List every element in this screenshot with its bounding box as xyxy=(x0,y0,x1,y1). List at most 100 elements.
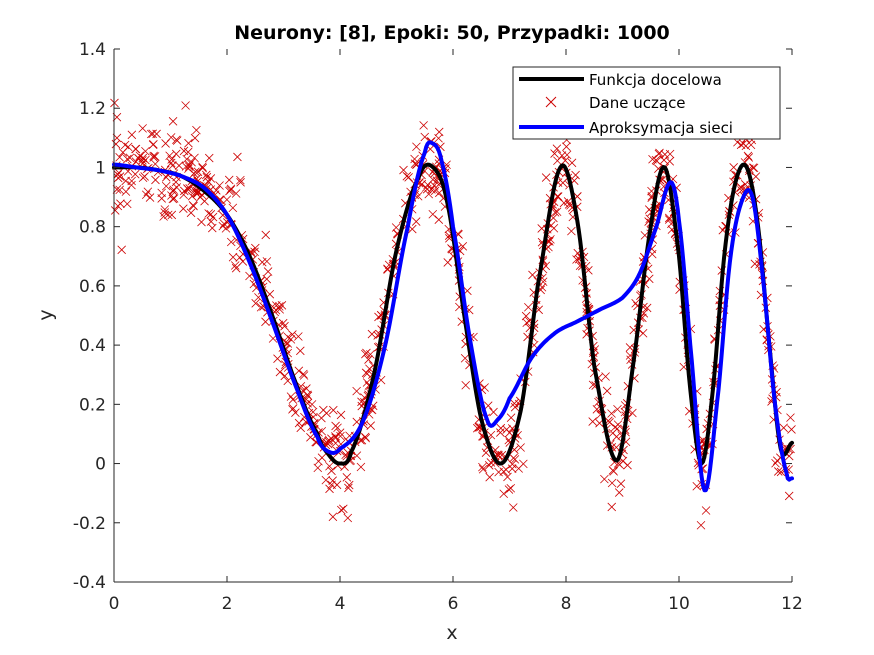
data-point xyxy=(294,418,304,428)
data-point xyxy=(262,257,272,266)
chart-title: Neurony: [8], Epoki: 50, Przypadki: 1000 xyxy=(234,22,670,44)
data-point xyxy=(184,164,193,173)
data-point xyxy=(460,353,470,363)
data-point xyxy=(701,506,711,515)
data-point xyxy=(504,485,514,494)
data-point xyxy=(190,133,200,143)
data-point xyxy=(478,462,487,472)
data-point xyxy=(172,136,182,145)
data-point xyxy=(331,421,340,431)
data-point xyxy=(161,181,171,191)
y-tick-label: 1.4 xyxy=(79,40,106,60)
axes: 0 2 4 6 8 10 12 -0.4 -0.2 0 0.2 0.4 0.6 0.8 1 1.2 1.4 xyxy=(73,40,803,614)
data-point xyxy=(496,428,505,437)
data-point xyxy=(167,210,177,220)
data-point xyxy=(222,195,232,204)
data-point xyxy=(275,305,285,314)
data-point xyxy=(188,200,198,210)
data-point xyxy=(150,152,160,161)
data-point xyxy=(628,408,637,418)
data-point xyxy=(131,157,141,166)
data-point xyxy=(141,190,151,200)
data-point xyxy=(167,155,176,164)
data-point xyxy=(325,484,334,494)
data-point xyxy=(434,215,444,224)
data-point xyxy=(206,217,216,226)
data-point xyxy=(458,242,468,251)
data-point xyxy=(357,397,366,407)
data-point xyxy=(273,354,282,363)
data-point xyxy=(141,146,150,156)
x-tick-label: 12 xyxy=(781,594,803,614)
data-point xyxy=(391,223,401,232)
x-axis-label: x xyxy=(446,622,457,644)
data-point xyxy=(221,224,231,233)
data-point xyxy=(412,142,421,152)
data-point xyxy=(786,413,795,422)
data-point xyxy=(283,339,293,348)
data-point xyxy=(484,461,494,470)
data-point xyxy=(319,405,328,415)
data-point xyxy=(616,479,626,488)
data-point xyxy=(665,157,675,166)
data-point xyxy=(321,475,331,485)
data-point xyxy=(168,194,178,204)
data-point xyxy=(744,153,754,162)
data-point xyxy=(123,154,132,164)
data-point xyxy=(160,208,170,217)
data-point xyxy=(601,372,610,381)
data-point xyxy=(508,459,517,469)
data-point xyxy=(365,364,374,374)
data-point xyxy=(516,443,525,452)
data-point xyxy=(664,215,674,224)
data-point xyxy=(168,117,178,126)
y-tick-label: 0.2 xyxy=(79,395,106,415)
data-point xyxy=(608,466,618,475)
data-point xyxy=(228,203,238,213)
data-point xyxy=(404,173,413,182)
data-point xyxy=(122,199,132,209)
data-point xyxy=(729,163,738,172)
data-point xyxy=(198,162,207,172)
data-point xyxy=(275,367,285,377)
data-point xyxy=(306,433,315,442)
data-point xyxy=(613,404,622,414)
data-point xyxy=(607,478,617,488)
x-ticks: 0 2 4 6 8 10 12 xyxy=(109,49,803,614)
data-point xyxy=(623,460,632,470)
data-point xyxy=(231,189,241,198)
data-point xyxy=(552,144,562,153)
data-point xyxy=(342,473,352,482)
data-point xyxy=(328,476,337,485)
data-point xyxy=(143,187,153,197)
data-point xyxy=(771,458,780,468)
data-point xyxy=(233,152,242,162)
data-point xyxy=(503,472,512,482)
data-point xyxy=(560,156,570,165)
data-point xyxy=(179,190,188,200)
data-point xyxy=(161,173,171,182)
data-point xyxy=(317,413,326,423)
data-point xyxy=(329,405,338,415)
data-point xyxy=(600,474,609,484)
legend-label-target: Funkcja docelowa xyxy=(589,71,722,89)
data-point xyxy=(327,466,336,476)
data-point xyxy=(138,124,147,133)
data-point xyxy=(435,188,444,198)
data-point xyxy=(528,270,537,280)
data-point xyxy=(328,512,338,522)
data-point xyxy=(773,467,783,476)
data-point xyxy=(314,456,323,466)
data-point xyxy=(288,395,298,404)
data-point xyxy=(230,261,240,270)
data-point xyxy=(343,513,353,523)
data-point xyxy=(256,302,266,312)
data-point xyxy=(784,491,794,501)
y-tick-label: 1 xyxy=(95,158,106,178)
data-point xyxy=(614,488,624,497)
y-tick-label: 0 xyxy=(95,455,106,475)
data-point xyxy=(411,217,421,226)
data-point xyxy=(192,125,201,135)
data-point xyxy=(127,130,137,140)
data-point xyxy=(296,346,305,356)
